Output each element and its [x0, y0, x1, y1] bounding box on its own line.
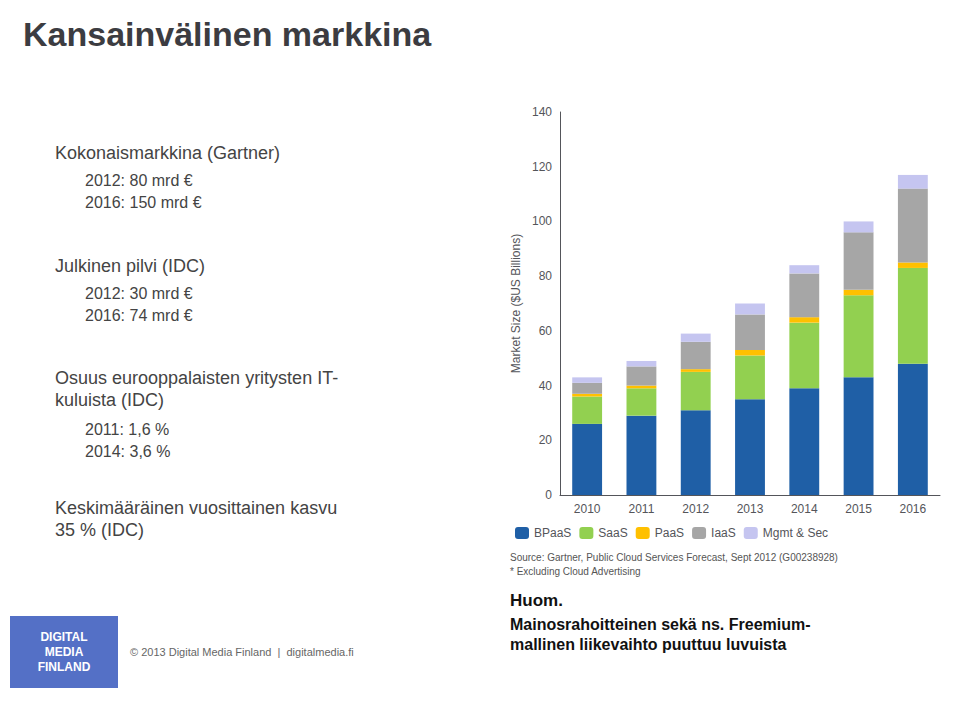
- svg-text:0: 0: [545, 488, 552, 502]
- svg-text:35 % (IDC): 35 % (IDC): [55, 520, 144, 540]
- svg-text:40: 40: [539, 379, 553, 393]
- svg-text:* Excluding Cloud Advertising: * Excluding Cloud Advertising: [510, 566, 641, 577]
- svg-text:60: 60: [539, 324, 553, 338]
- svg-text:PaaS: PaaS: [655, 526, 684, 540]
- svg-text:Julkinen pilvi (IDC): Julkinen pilvi (IDC): [55, 256, 205, 276]
- svg-text:2015: 2015: [845, 502, 872, 516]
- svg-text:2011: 2011: [629, 502, 655, 516]
- svg-text:IaaS: IaaS: [711, 526, 736, 540]
- svg-text:Mainosrahoitteinen sekä ns. Fr: Mainosrahoitteinen sekä ns. Freemium-: [510, 616, 811, 633]
- svg-text:2012: 30 mrd €: 2012: 30 mrd €: [85, 285, 193, 302]
- svg-text:2012: 80 mrd €: 2012: 80 mrd €: [85, 172, 193, 189]
- svg-text:mallinen liikevaihto puuttuu l: mallinen liikevaihto puuttuu luvuista: [510, 636, 787, 653]
- svg-text:MEDIA: MEDIA: [45, 645, 84, 659]
- svg-text:© 2013 Digital Media Finland: © 2013 Digital Media Finland | digitalme…: [130, 646, 354, 658]
- svg-text:2014: 2014: [791, 502, 818, 516]
- svg-text:2010: 2010: [574, 502, 601, 516]
- svg-text:2016: 74 mrd €: 2016: 74 mrd €: [85, 307, 193, 324]
- svg-text:Mgmt & Sec: Mgmt & Sec: [763, 526, 828, 540]
- svg-text:80: 80: [539, 269, 553, 283]
- svg-text:Market Size ($US Billions): Market Size ($US Billions): [509, 234, 523, 373]
- svg-text:120: 120: [532, 160, 552, 174]
- svg-text:Source: Gartner, Public Cloud: Source: Gartner, Public Cloud Services F…: [510, 552, 838, 563]
- svg-text:2012: 2012: [682, 502, 709, 516]
- svg-text:Keskimääräinen vuosittainen ka: Keskimääräinen vuosittainen kasvu: [55, 498, 337, 518]
- svg-text:Osuus eurooppalaisten yrityste: Osuus eurooppalaisten yritysten IT-: [55, 368, 338, 388]
- svg-text:DIGITAL: DIGITAL: [40, 630, 87, 644]
- svg-text:SaaS: SaaS: [598, 526, 627, 540]
- svg-text:2011: 1,6 %: 2011: 1,6 %: [85, 421, 169, 438]
- svg-text:140: 140: [532, 105, 552, 119]
- svg-text:2013: 2013: [737, 502, 764, 516]
- svg-text:BPaaS: BPaaS: [534, 526, 571, 540]
- svg-text:kuluista (IDC): kuluista (IDC): [55, 390, 164, 410]
- svg-text:100: 100: [532, 214, 552, 228]
- svg-text:Kansainvälinen markkina: Kansainvälinen markkina: [23, 15, 432, 53]
- svg-text:20: 20: [539, 433, 553, 447]
- svg-text:2016: 2016: [900, 502, 927, 516]
- svg-text:2016: 150 mrd €: 2016: 150 mrd €: [85, 194, 202, 211]
- svg-text:Kokonaismarkkina (Gartner): Kokonaismarkkina (Gartner): [55, 143, 280, 163]
- svg-text:Huom.: Huom.: [510, 591, 563, 610]
- svg-text:FINLAND: FINLAND: [38, 660, 91, 674]
- svg-text:2014: 3,6 %: 2014: 3,6 %: [85, 443, 170, 460]
